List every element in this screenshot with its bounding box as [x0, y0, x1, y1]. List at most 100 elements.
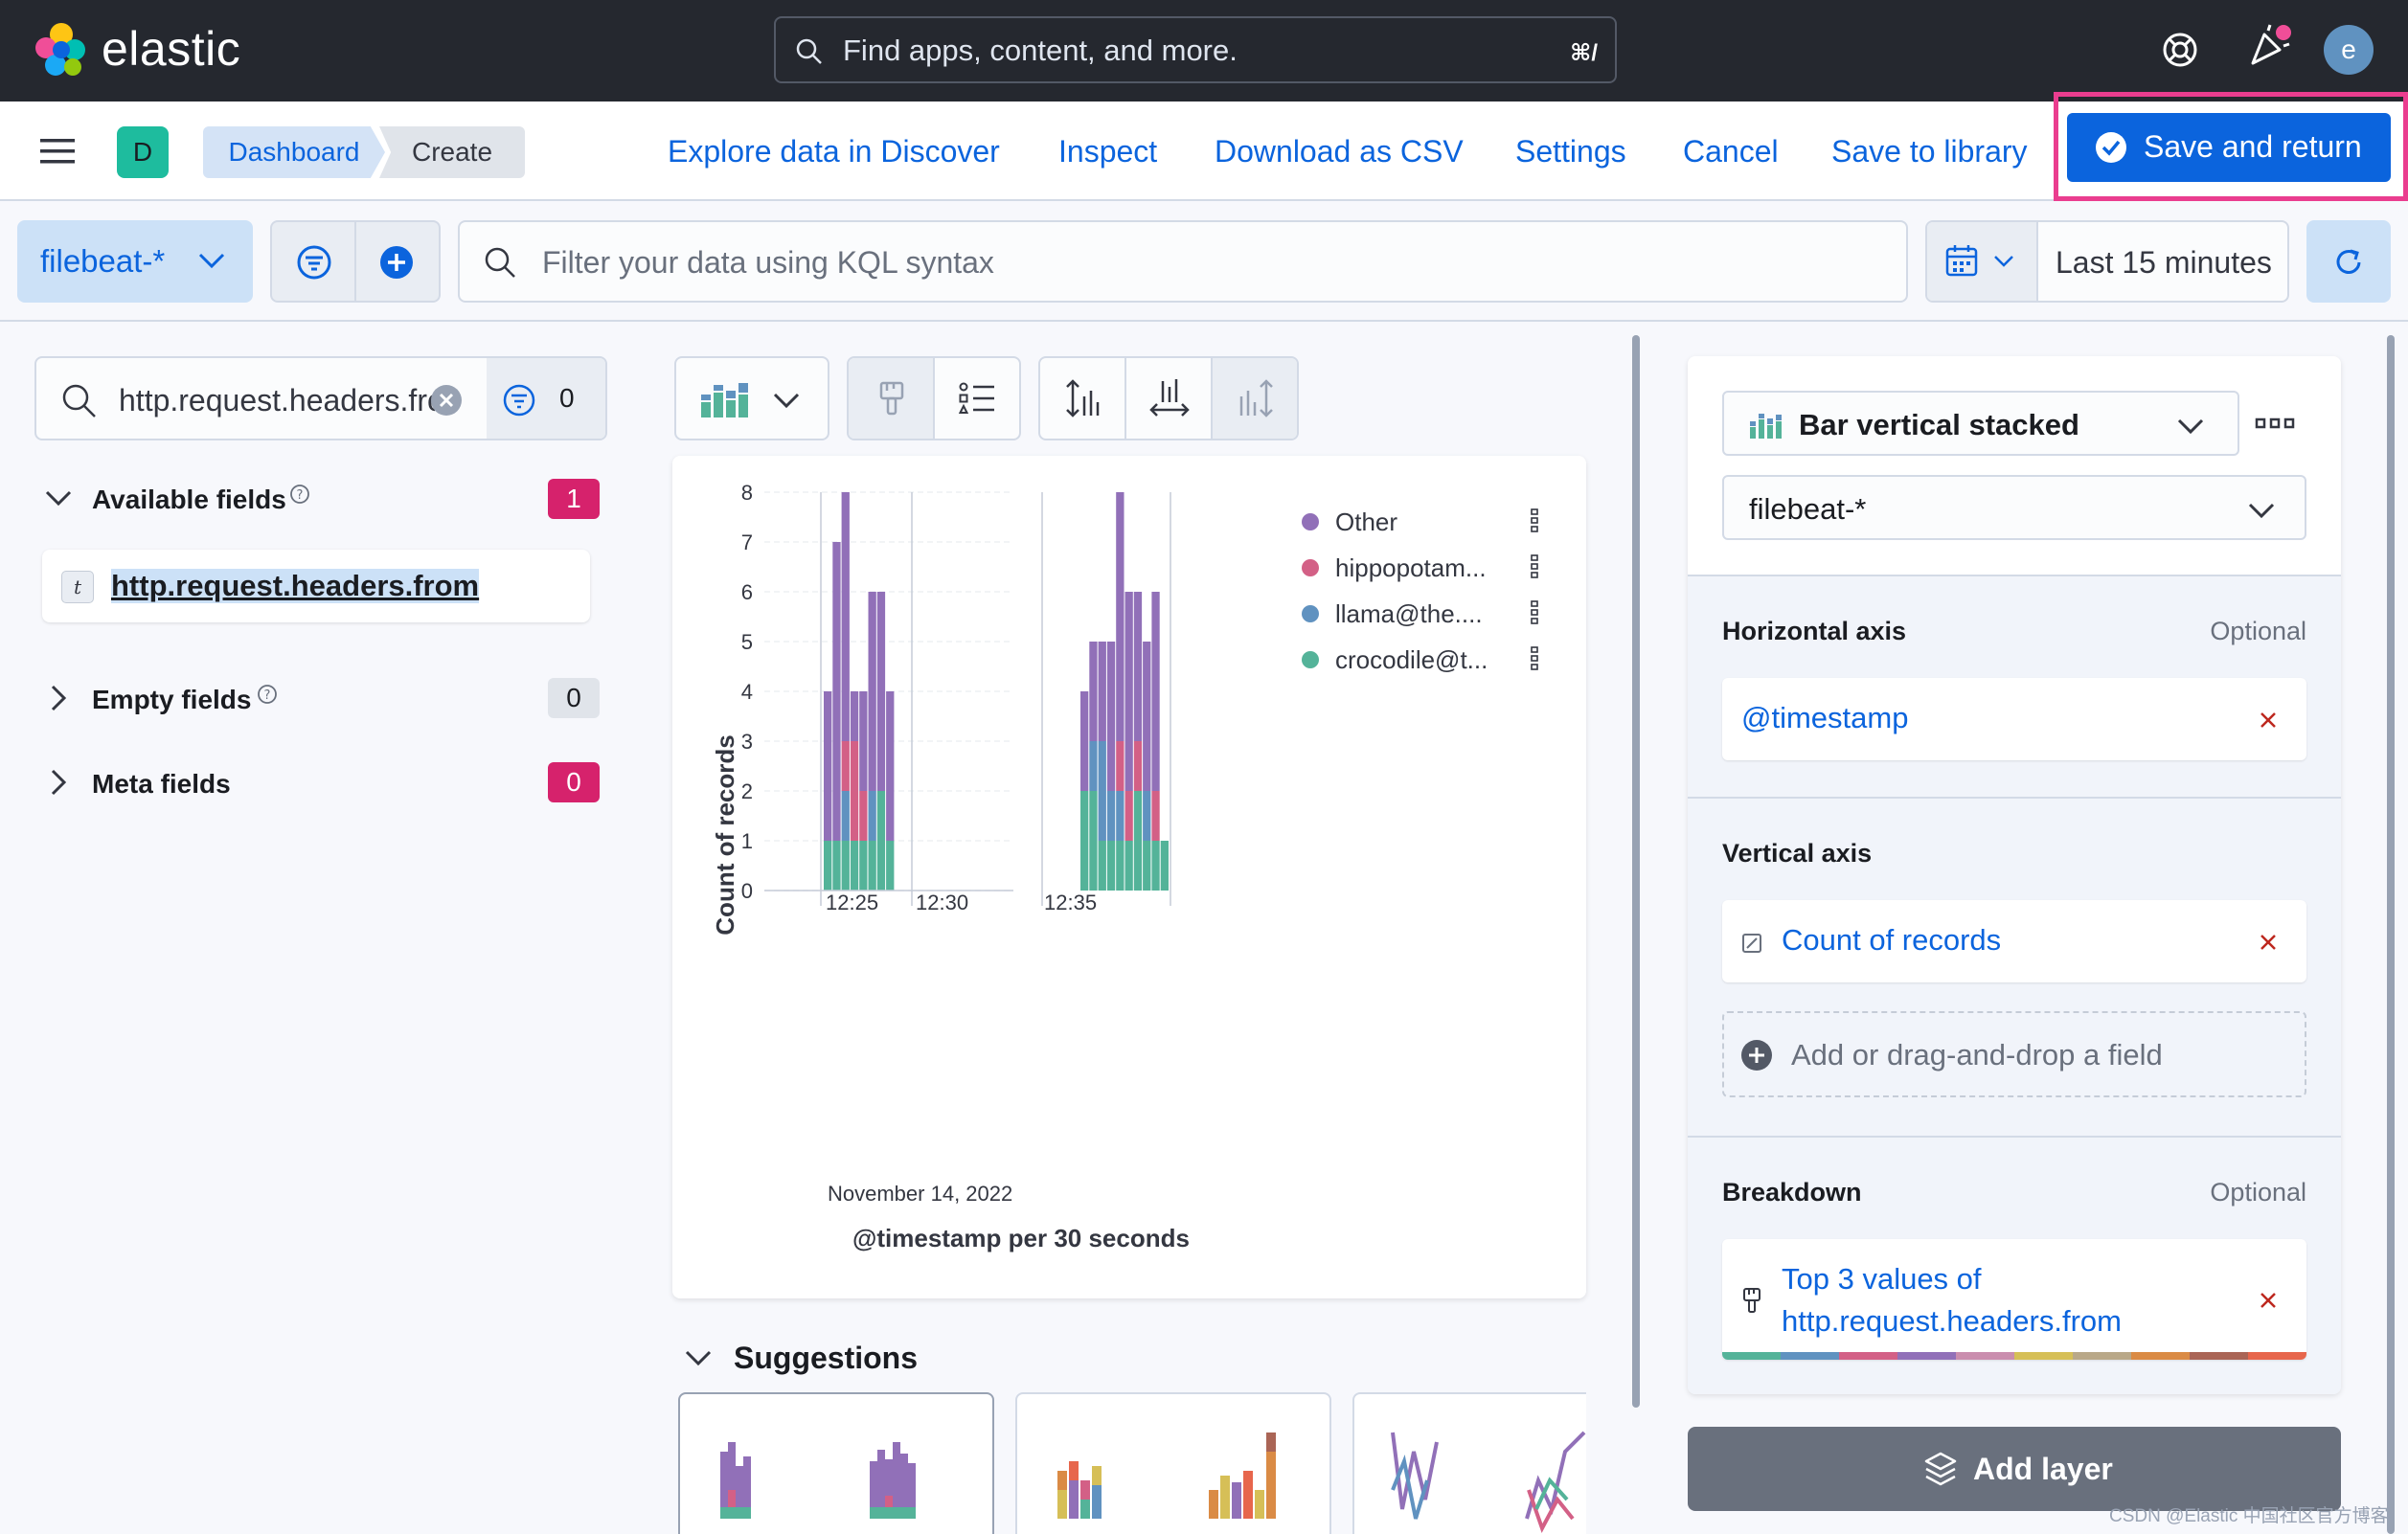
horizontal-axis-field[interactable]: @timestamp [1741, 701, 1909, 734]
legend-action-icon [1531, 508, 1538, 515]
chevron-down-icon[interactable] [684, 1346, 713, 1369]
space-avatar[interactable]: D [117, 126, 169, 178]
chevron-down-icon [198, 253, 225, 269]
legend-action-icon [1531, 664, 1538, 670]
app-header: D Dashboard Create Explore data in Disco… [0, 92, 2408, 201]
horizontal-axis-section: Horizontal axis Optional @timestamp [1688, 575, 2341, 797]
filter-icon[interactable] [295, 243, 333, 282]
available-fields-label[interactable]: Available fields [92, 485, 286, 514]
color-palette-bar [1722, 1352, 2306, 1360]
legend-options-button[interactable] [935, 358, 1019, 439]
layer-data-view-select[interactable]: filebeat-* [1722, 475, 2306, 540]
y-tick-label: 4 [741, 680, 753, 704]
kql-query-input[interactable]: Filter your data using KQL syntax [458, 220, 1908, 303]
visual-options-button[interactable] [849, 358, 935, 439]
suggestion-1[interactable] [678, 1392, 994, 1534]
news-feed-icon[interactable] [2245, 21, 2293, 69]
left-axis-button[interactable] [1040, 358, 1126, 439]
palette-swatch [2131, 1352, 2190, 1360]
empty-fields-label[interactable]: Empty fields [92, 685, 252, 714]
time-range-label[interactable]: Last 15 minutes [2056, 245, 2272, 280]
chart-type-switcher[interactable] [674, 356, 829, 440]
number-type-icon [1742, 934, 1761, 953]
field-item-http-request-headers-from[interactable]: t http.request.headers.from [42, 550, 590, 622]
quick-select-button[interactable] [1927, 222, 2038, 301]
meta-fields-label[interactable]: Meta fields [92, 769, 231, 799]
y-tick-label: 2 [741, 779, 753, 803]
explore-discover-link[interactable]: Explore data in Discover [668, 134, 1000, 169]
legend-action-icon [1531, 600, 1538, 607]
suggestion-2[interactable] [1015, 1392, 1331, 1534]
chevron-right-icon[interactable] [48, 768, 69, 797]
bar-segment [1133, 741, 1143, 791]
help-icon[interactable] [2161, 31, 2199, 69]
suggestions-title[interactable]: Suggestions [734, 1341, 919, 1375]
remove-icon[interactable] [2259, 933, 2278, 952]
cancel-link[interactable]: Cancel [1683, 134, 1779, 169]
bar-segment [1080, 791, 1089, 891]
top-nav-bar: elastic Find apps, content, and more. ⌘/… [0, 0, 2408, 102]
horizontal-axis-dimension[interactable]: @timestamp [1722, 678, 2306, 760]
refresh-button[interactable] [2306, 220, 2391, 303]
bottom-axis-button[interactable] [1126, 358, 1213, 439]
page-scrollbar[interactable] [2387, 335, 2395, 1534]
field-search-input[interactable]: http.request.headers.from 0 [34, 356, 607, 440]
chart-type-select[interactable]: Bar vertical stacked [1722, 391, 2239, 456]
filter-count: 0 [559, 383, 575, 413]
bar-segment [859, 691, 868, 791]
right-axis-button[interactable] [1213, 358, 1297, 439]
inspect-link[interactable]: Inspect [1058, 134, 1158, 169]
elastic-logo-icon[interactable] [33, 21, 90, 79]
global-search-input[interactable]: Find apps, content, and more. ⌘/ [774, 16, 1617, 83]
download-csv-link[interactable]: Download as CSV [1215, 134, 1464, 169]
palette-swatch [1897, 1352, 1956, 1360]
breadcrumb-dashboard[interactable]: Dashboard [203, 126, 385, 178]
suggestion-thumbnail [1057, 1432, 1276, 1519]
field-name[interactable]: http.request.headers.from [111, 569, 480, 603]
vertical-axis-dimension[interactable]: Count of records [1722, 900, 2306, 982]
bar-segment [841, 492, 850, 741]
bar-segment [1143, 791, 1151, 841]
breakdown-field[interactable]: Top 3 values of http.request.headers.fro… [1782, 1262, 2122, 1338]
string-type-icon: t [61, 571, 94, 603]
save-and-return-button[interactable]: Save and return [2067, 113, 2391, 182]
save-to-library-link[interactable]: Save to library [1831, 134, 2028, 169]
breakdown-dimension[interactable]: Top 3 values of http.request.headers.fro… [1722, 1239, 2306, 1360]
chevron-down-icon [2248, 503, 2275, 519]
bar-segment [824, 691, 832, 841]
layer-data-view-label: filebeat-* [1749, 492, 1867, 526]
calendar-icon [1945, 245, 1978, 277]
optional-label: Optional [2210, 1178, 2306, 1207]
suggestion-3[interactable] [1352, 1392, 1586, 1534]
palette-swatch [1722, 1352, 1781, 1360]
time-picker[interactable]: Last 15 minutes [1925, 220, 2289, 303]
menu-icon[interactable] [38, 136, 77, 167]
vertical-axis-field[interactable]: Count of records [1782, 923, 2002, 957]
clear-icon[interactable] [429, 383, 464, 417]
workspace-scrollbar[interactable] [1632, 335, 1640, 1408]
appearance-button-group [847, 356, 1021, 440]
add-field-label: Add or drag-and-drop a field [1791, 1038, 2163, 1072]
add-layer-button[interactable]: Add layer [1688, 1427, 2341, 1511]
info-icon[interactable]: ? [289, 484, 310, 505]
bar-chart[interactable]: 0 1 2 3 4 5 6 7 8 12:25 12:30 12:35 Count of record… [672, 456, 1586, 1298]
field-type-filter-button[interactable]: 0 [487, 358, 605, 439]
info-icon[interactable]: ? [257, 684, 278, 705]
chevron-right-icon[interactable] [48, 684, 69, 712]
add-field-dropzone[interactable]: Add or drag-and-drop a field [1722, 1011, 2306, 1097]
breakdown-label: Breakdown [1722, 1178, 1862, 1207]
legend-icon [958, 382, 994, 414]
bar-segment [1098, 841, 1106, 891]
user-avatar[interactable]: e [2324, 25, 2374, 75]
data-view-selector[interactable]: filebeat-* [17, 220, 253, 303]
bottom-axis-icon [1149, 379, 1190, 417]
settings-link[interactable]: Settings [1515, 134, 1626, 169]
remove-icon[interactable] [2259, 1291, 2278, 1310]
add-filter-icon[interactable] [377, 243, 416, 282]
chevron-down-icon[interactable] [44, 486, 73, 509]
remove-icon[interactable] [2259, 711, 2278, 730]
legend-color-dot [1302, 513, 1319, 530]
bar-segment [850, 841, 859, 891]
bar-stacked-icon [1750, 414, 1782, 439]
more-options-icon[interactable] [2253, 412, 2297, 435]
